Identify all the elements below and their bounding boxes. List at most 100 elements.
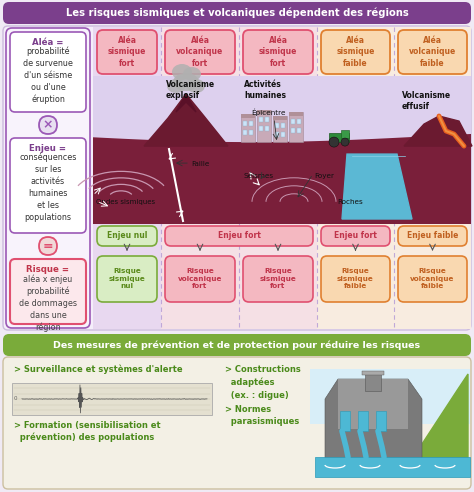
Bar <box>93 144 471 224</box>
Bar <box>257 110 271 142</box>
Text: Aléa
sismique
faible: Aléa sismique faible <box>337 36 374 67</box>
Text: Risque
volcanique
fort: Risque volcanique fort <box>178 269 222 289</box>
Text: Enjeu faible: Enjeu faible <box>407 232 458 241</box>
FancyBboxPatch shape <box>97 226 157 246</box>
Bar <box>249 121 253 126</box>
Bar <box>265 126 269 131</box>
Text: > Formation (sensibilisation et
  prévention) des populations: > Formation (sensibilisation et préventi… <box>14 421 161 442</box>
FancyBboxPatch shape <box>97 30 157 74</box>
FancyBboxPatch shape <box>3 334 471 356</box>
Polygon shape <box>338 379 408 429</box>
Bar <box>93 27 161 329</box>
FancyBboxPatch shape <box>165 30 235 74</box>
FancyBboxPatch shape <box>398 256 467 302</box>
Bar <box>241 114 255 118</box>
FancyBboxPatch shape <box>398 30 467 74</box>
FancyBboxPatch shape <box>321 256 390 302</box>
Bar <box>241 114 255 142</box>
Bar <box>12 383 212 415</box>
Text: Risque
sismique
faible: Risque sismique faible <box>337 269 374 289</box>
Text: ×: × <box>43 119 53 131</box>
FancyBboxPatch shape <box>39 237 57 255</box>
FancyBboxPatch shape <box>3 2 471 24</box>
Bar <box>297 119 301 124</box>
Bar <box>259 126 263 131</box>
FancyBboxPatch shape <box>39 116 57 134</box>
Text: Aléa
sismique
fort: Aléa sismique fort <box>108 36 146 67</box>
Bar <box>315 457 470 477</box>
Bar <box>275 123 279 128</box>
Text: Risque =: Risque = <box>27 265 70 274</box>
Text: > Constructions
  adaptées
  (ex. : digue): > Constructions adaptées (ex. : digue) <box>225 365 301 400</box>
Bar <box>376 411 386 431</box>
Text: Aléa =: Aléa = <box>32 38 64 47</box>
Ellipse shape <box>187 79 205 93</box>
FancyBboxPatch shape <box>398 226 467 246</box>
FancyBboxPatch shape <box>97 256 157 302</box>
Text: probabilité
de survenue
d'un séisme
ou d'une
éruption: probabilité de survenue d'un séisme ou d… <box>23 47 73 104</box>
Text: Séismes: Séismes <box>244 173 274 179</box>
FancyBboxPatch shape <box>165 226 313 246</box>
Text: Roches: Roches <box>337 199 363 205</box>
FancyBboxPatch shape <box>3 26 471 330</box>
Ellipse shape <box>167 79 185 93</box>
Bar <box>310 369 470 424</box>
Text: Faille: Faille <box>191 161 210 167</box>
Ellipse shape <box>183 67 201 81</box>
Bar <box>291 128 295 133</box>
FancyBboxPatch shape <box>10 259 86 324</box>
Bar <box>259 117 263 122</box>
Text: Enjeu =: Enjeu = <box>29 144 66 153</box>
Text: Aléa
volcanique
faible: Aléa volcanique faible <box>409 36 456 67</box>
Bar <box>281 132 285 137</box>
Polygon shape <box>342 154 412 219</box>
Text: Enjeu fort: Enjeu fort <box>334 232 377 241</box>
FancyBboxPatch shape <box>243 256 313 302</box>
Text: Foyer: Foyer <box>314 173 334 179</box>
Text: conséquences
sur les
activités
humaines
et les
populations: conséquences sur les activités humaines … <box>19 153 77 221</box>
Bar <box>93 76 471 144</box>
Text: Risque
volcanique
faible: Risque volcanique faible <box>410 269 455 289</box>
Polygon shape <box>144 94 228 146</box>
Ellipse shape <box>173 73 199 91</box>
Text: Volcanisme
effusif: Volcanisme effusif <box>402 91 451 111</box>
Text: Des mesures de prévention et de protection pour réduire les risques: Des mesures de prévention et de protecti… <box>54 340 420 350</box>
Text: Activités
humaines: Activités humaines <box>244 80 286 100</box>
Text: Volcanisme
explosif: Volcanisme explosif <box>166 80 215 100</box>
Bar <box>249 130 253 135</box>
Polygon shape <box>422 374 468 474</box>
Bar <box>281 123 285 128</box>
Bar <box>161 27 239 329</box>
Bar <box>289 112 303 142</box>
Text: Risque
sismique
nul: Risque sismique nul <box>109 269 146 289</box>
Text: aléa x enjeu
probabilité
de dommages
dans une
région
donnée: aléa x enjeu probabilité de dommages dan… <box>19 274 77 344</box>
Bar <box>297 128 301 133</box>
Text: > Surveillance et systèmes d'alerte: > Surveillance et systèmes d'alerte <box>14 365 182 374</box>
Bar <box>317 27 394 329</box>
Circle shape <box>329 137 339 147</box>
Bar <box>239 27 317 329</box>
Bar <box>289 112 303 116</box>
Polygon shape <box>404 116 472 146</box>
Ellipse shape <box>172 64 192 80</box>
Bar <box>329 133 349 142</box>
Polygon shape <box>93 134 471 224</box>
FancyBboxPatch shape <box>321 226 390 246</box>
Text: =: = <box>43 240 53 252</box>
Bar <box>394 27 471 329</box>
Text: Les risques sismiques et volcaniques dépendent des régions: Les risques sismiques et volcaniques dép… <box>65 8 409 18</box>
Text: Ondes sismiques: Ondes sismiques <box>96 199 155 205</box>
Bar <box>275 132 279 137</box>
Bar <box>341 130 349 138</box>
Bar <box>265 117 269 122</box>
Text: 0: 0 <box>14 397 18 401</box>
Bar <box>257 110 271 114</box>
FancyBboxPatch shape <box>6 28 90 328</box>
FancyBboxPatch shape <box>3 357 471 489</box>
Bar <box>243 121 247 126</box>
Bar <box>365 371 381 391</box>
Bar <box>243 130 247 135</box>
Polygon shape <box>176 94 196 112</box>
Bar <box>273 116 287 120</box>
Text: Enjeu fort: Enjeu fort <box>218 232 260 241</box>
